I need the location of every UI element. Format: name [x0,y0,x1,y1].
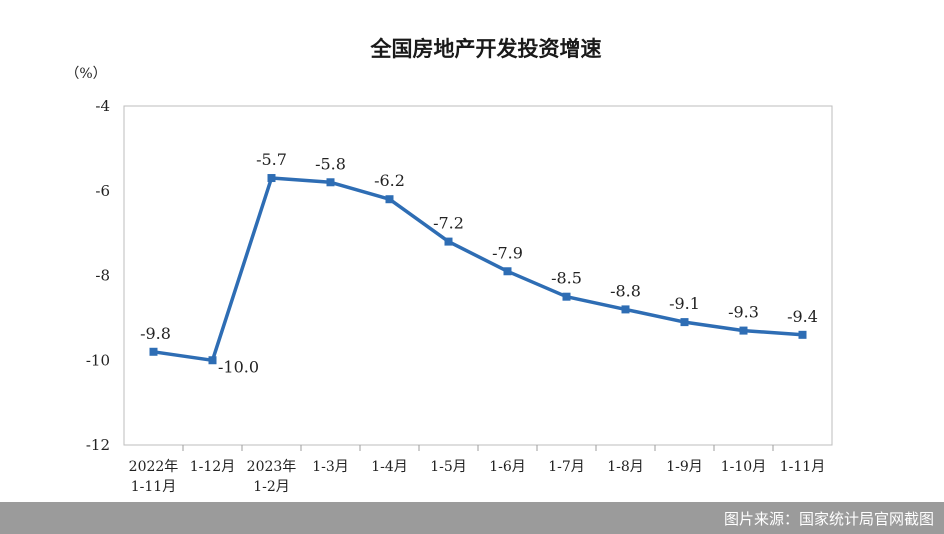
x-tick-label: 1-11月 [780,459,825,475]
data-label: -8.8 [610,281,641,300]
x-tick-label: 1-8月 [607,459,644,475]
data-label: -9.8 [140,324,171,343]
data-point [267,174,276,183]
line-chart: 全国房地产开发投资增速 （%） -4 -6 -8 -10 -12 2022年 1-11月 1… [65,37,833,495]
y-tick-label: -10 [86,351,110,369]
data-point [680,318,689,327]
data-label: -8.5 [551,269,582,288]
plot-area [123,105,833,446]
x-axis: 2022年 1-11月 1-12月 2023年 1-2月 1-3月 1-4月 1-5月 1-6月… [129,445,825,495]
y-tick-label: -8 [95,267,110,285]
data-label: -5.8 [315,154,346,173]
data-label: -7.9 [492,243,523,262]
y-axis-unit: （%） [65,66,106,82]
data-label: -9.3 [728,303,759,322]
data-point [798,330,807,339]
data-point [562,292,571,301]
x-tick-label: 1-11月 [131,479,176,495]
image-credit-bar: 图片来源：国家统计局官网截图 [0,502,944,534]
x-tick-label: 1-12月 [190,459,235,475]
image-credit: 图片来源：国家统计局官网截图 [723,510,934,528]
x-tick-label: 1-10月 [721,459,766,475]
x-tick-label: 1-7月 [548,459,585,475]
x-tick-label: 1-6月 [489,459,526,475]
x-tick-label: 1-9月 [666,459,703,475]
data-point [208,356,217,365]
x-tick-label: 1-2月 [253,479,290,495]
x-tick-label: 2023年 [247,459,297,475]
data-point [444,237,453,246]
data-point [149,347,158,356]
x-tick-label: 1-5月 [430,459,467,475]
data-label: -10.0 [218,357,259,376]
data-point [326,178,335,187]
data-label: -5.7 [256,150,287,169]
y-tick-label: -4 [95,97,110,115]
x-tick-label: 1-3月 [312,459,349,475]
data-point [503,267,512,276]
x-tick-label: 1-4月 [371,459,408,475]
data-label: -6.2 [374,171,405,190]
data-label: -9.4 [787,307,818,326]
y-tick-label: -6 [95,182,110,200]
y-axis: -4 -6 -8 -10 -12 [86,97,110,454]
data-point [621,305,630,314]
x-tick-label: 2022年 [129,459,179,475]
y-tick-label: -12 [86,436,110,454]
data-label: -9.1 [669,294,700,313]
data-point [385,195,394,204]
data-label: -7.2 [433,214,464,233]
chart-title: 全国房地产开发投资增速 [370,37,602,61]
data-point [739,326,748,335]
series-line [153,176,803,363]
series: -9.8 -10.0 -5.7 -5.8 -6.2 -7.2 -7.9 -8.5 -8.8 -9.… [140,150,818,376]
